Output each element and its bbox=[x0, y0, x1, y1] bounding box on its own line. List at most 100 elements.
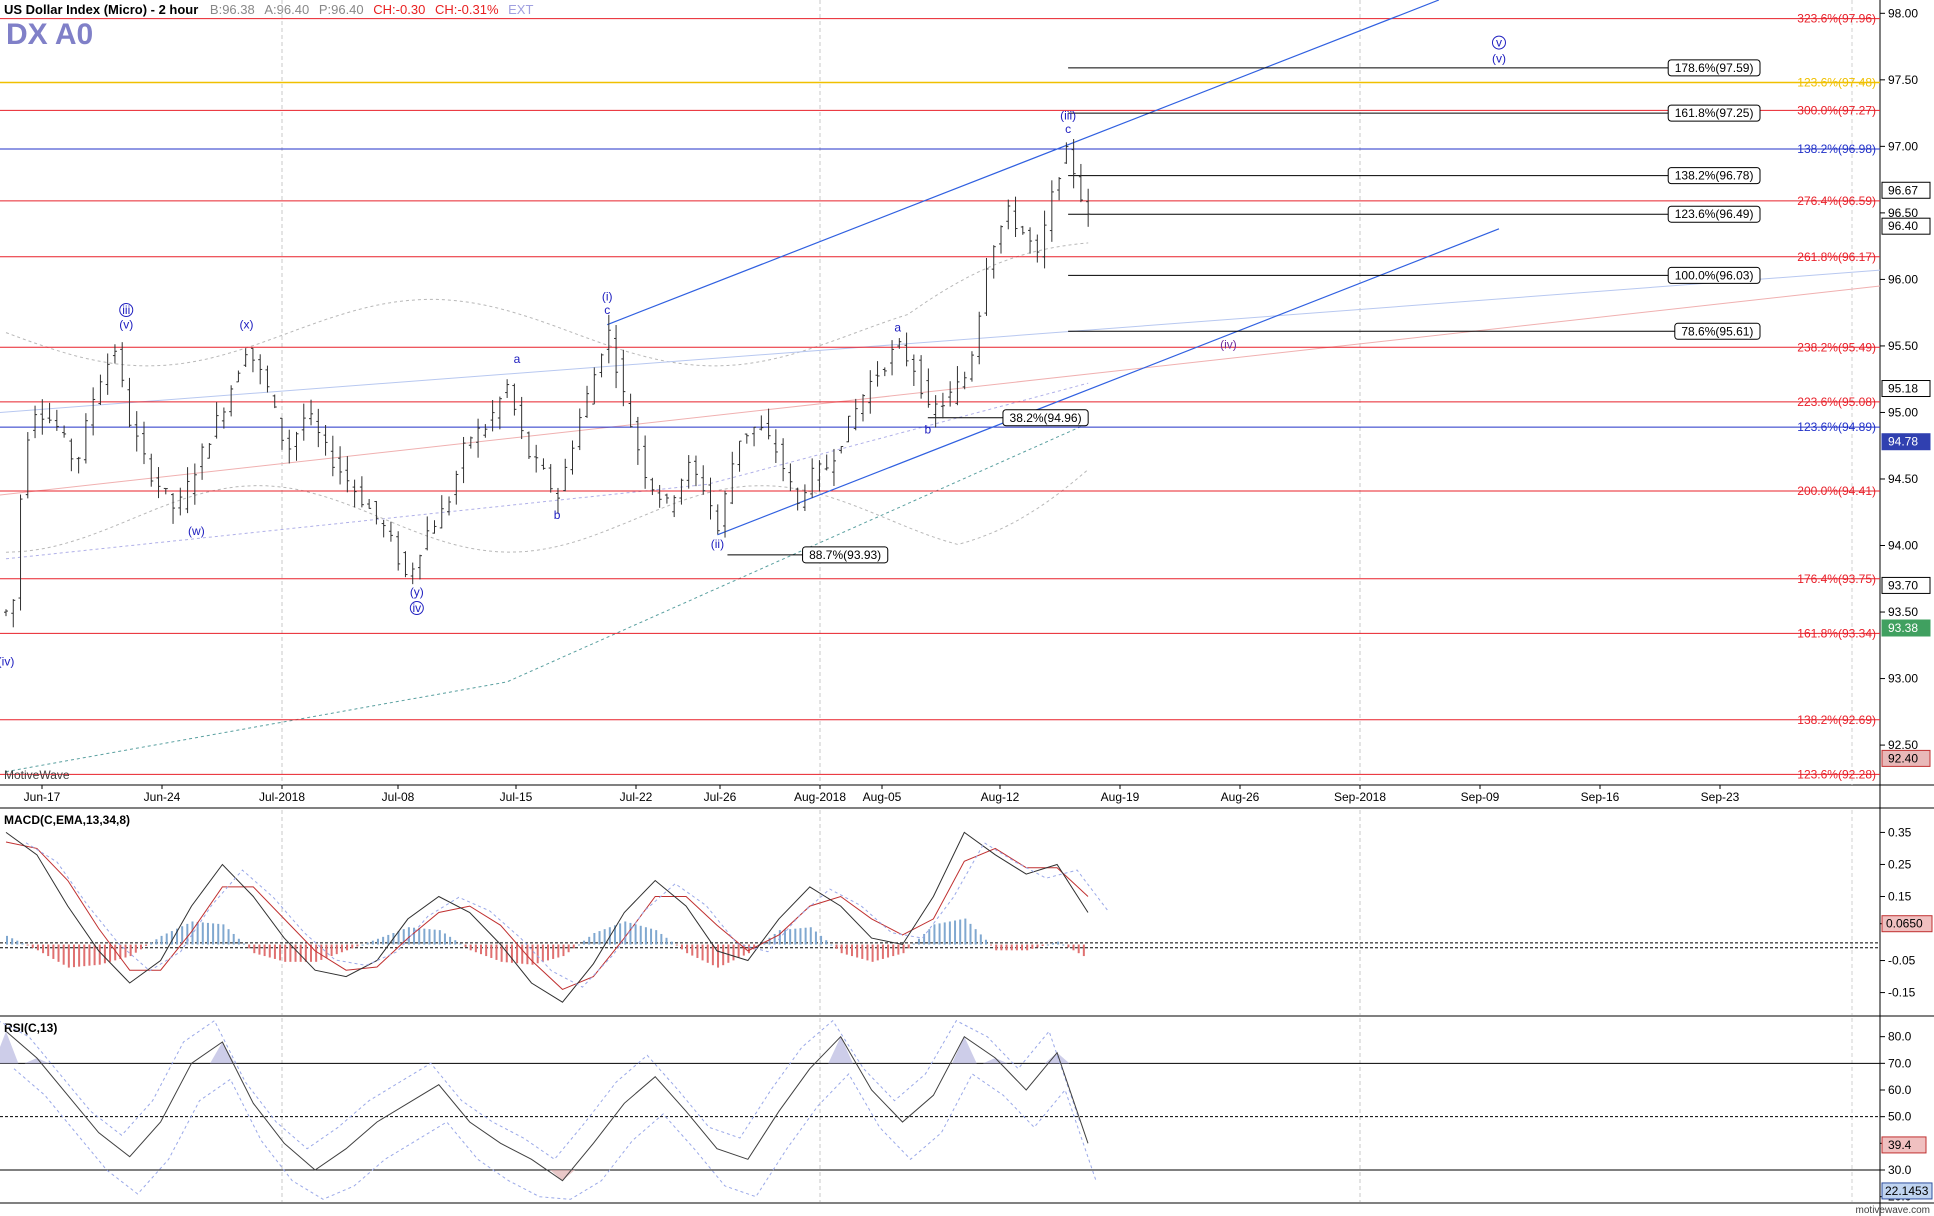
fib-extension-tag[interactable]: 161.8%(97.25) bbox=[1667, 104, 1761, 122]
macd-histogram-bar bbox=[835, 944, 838, 949]
candle bbox=[265, 365, 270, 393]
macd-histogram-bar bbox=[727, 944, 730, 963]
symbol-watermark: DX A0 bbox=[6, 18, 94, 51]
fib-level-label: 161.8%(93.34) bbox=[1797, 626, 1876, 640]
macd-histogram-bar bbox=[294, 944, 297, 962]
fib-extension-label: 178.6%(97.59) bbox=[1675, 61, 1754, 75]
candle bbox=[1013, 196, 1018, 238]
macd-histogram-bar bbox=[773, 933, 776, 945]
fib-extension-tag[interactable]: 138.2%(96.78) bbox=[1667, 167, 1761, 185]
macd-histogram-bar bbox=[459, 943, 462, 945]
price-tag: 95.18 bbox=[1881, 380, 1931, 398]
date-tick-label: Jul-15 bbox=[500, 790, 533, 804]
candle bbox=[759, 415, 764, 431]
macd-histogram-bar bbox=[387, 934, 390, 945]
candle bbox=[432, 520, 437, 534]
candle bbox=[686, 455, 691, 489]
candle bbox=[548, 464, 553, 493]
rsi-lower-tag: 22.1453 bbox=[1881, 1182, 1933, 1200]
macd-histogram-bar bbox=[449, 936, 452, 945]
candle bbox=[272, 394, 277, 409]
macd-histogram-bar bbox=[660, 933, 663, 945]
rsi-tick-label: 50.0 bbox=[1888, 1110, 1912, 1124]
macd-histogram-bar bbox=[93, 944, 96, 966]
candle bbox=[650, 477, 655, 496]
candle bbox=[526, 431, 531, 459]
candle bbox=[352, 479, 357, 508]
macd-histogram-bar bbox=[212, 923, 215, 945]
wave-label: iii bbox=[122, 303, 130, 317]
wave-label: (v) bbox=[119, 318, 133, 332]
date-tick-label: Aug-26 bbox=[1221, 790, 1260, 804]
macd-histogram-bar bbox=[428, 929, 431, 945]
candle bbox=[868, 370, 873, 414]
price-tick-label: 93.00 bbox=[1888, 672, 1918, 686]
macd-histogram-bar bbox=[124, 944, 127, 958]
macd-histogram-bar bbox=[1046, 944, 1049, 946]
macd-histogram-bar bbox=[552, 944, 555, 959]
candle bbox=[323, 424, 328, 456]
candle bbox=[374, 500, 379, 525]
price-tick-label: 94.50 bbox=[1888, 472, 1918, 486]
macd-histogram-bar bbox=[809, 927, 812, 945]
macd-histogram-bar bbox=[139, 944, 142, 950]
price-tag: 93.70 bbox=[1881, 576, 1931, 594]
price-tag: 96.67 bbox=[1881, 181, 1931, 199]
channel-upper-line[interactable] bbox=[606, 0, 1440, 326]
candle bbox=[1064, 142, 1069, 164]
candle bbox=[258, 354, 263, 385]
fib-extension-tag[interactable]: 38.2%(94.96) bbox=[1002, 409, 1089, 427]
candle bbox=[83, 413, 88, 464]
rsi-oversold-fill bbox=[550, 1170, 575, 1181]
macd-histogram-bar bbox=[268, 944, 271, 958]
candle bbox=[534, 444, 539, 473]
date-tick-label: Sep-23 bbox=[1701, 790, 1740, 804]
macd-histogram-bar bbox=[340, 944, 343, 953]
candle bbox=[141, 421, 146, 465]
candlestick-series[interactable] bbox=[4, 139, 1091, 628]
fib-extension-tag[interactable]: 100.0%(96.03) bbox=[1667, 266, 1761, 284]
candle bbox=[1006, 199, 1011, 230]
candle bbox=[839, 445, 844, 454]
macd-histogram-bar bbox=[536, 944, 539, 964]
price-tick-label: 96.00 bbox=[1888, 272, 1918, 286]
candle bbox=[555, 487, 560, 514]
fib-extension-tag[interactable]: 178.6%(97.59) bbox=[1667, 59, 1761, 77]
macd-histogram-bar bbox=[1000, 944, 1003, 951]
wave-label: v bbox=[1496, 36, 1502, 50]
macd-histogram-bar bbox=[191, 921, 194, 945]
macd-histogram-bar bbox=[500, 944, 503, 962]
macd-histogram-bar bbox=[974, 929, 977, 945]
macd-histogram-bar bbox=[711, 944, 714, 966]
macd-histogram-bar bbox=[454, 940, 457, 945]
macd-histogram-bar bbox=[902, 944, 905, 954]
fib-extension-tag[interactable]: 123.6%(96.49) bbox=[1667, 205, 1761, 223]
macd-histogram-bar bbox=[356, 944, 359, 947]
ext-flag: EXT bbox=[508, 2, 534, 17]
macd-histogram-bar bbox=[36, 944, 39, 951]
macd-histogram-bar bbox=[557, 944, 560, 958]
fib-extension-tag[interactable]: 78.6%(95.61) bbox=[1674, 322, 1761, 340]
macd-histogram-bar bbox=[62, 944, 65, 965]
channel-lower-line[interactable] bbox=[717, 228, 1500, 536]
fib-extension-tag[interactable]: 88.7%(93.93) bbox=[802, 546, 889, 564]
rsi-tick-label: 30.0 bbox=[1888, 1163, 1912, 1177]
candle bbox=[664, 493, 669, 504]
macd-histogram-bar bbox=[526, 944, 529, 965]
rsi-value-label: 39.4 bbox=[1888, 1138, 1912, 1152]
candle bbox=[185, 467, 190, 514]
price-tick-label: 95.50 bbox=[1888, 339, 1918, 353]
candle bbox=[890, 340, 895, 376]
macd-histogram-bar bbox=[701, 944, 704, 961]
macd-histogram-bar bbox=[464, 944, 467, 947]
macd-histogram-bar bbox=[923, 933, 926, 945]
macd-histogram-bar bbox=[26, 944, 29, 946]
candle bbox=[200, 443, 205, 480]
macd-histogram-bar bbox=[1005, 944, 1008, 951]
price-axis[interactable] bbox=[1880, 0, 1934, 1216]
candle bbox=[897, 338, 902, 349]
candle bbox=[76, 456, 81, 474]
candle bbox=[338, 446, 343, 485]
price-tick-label: 93.50 bbox=[1888, 605, 1918, 619]
